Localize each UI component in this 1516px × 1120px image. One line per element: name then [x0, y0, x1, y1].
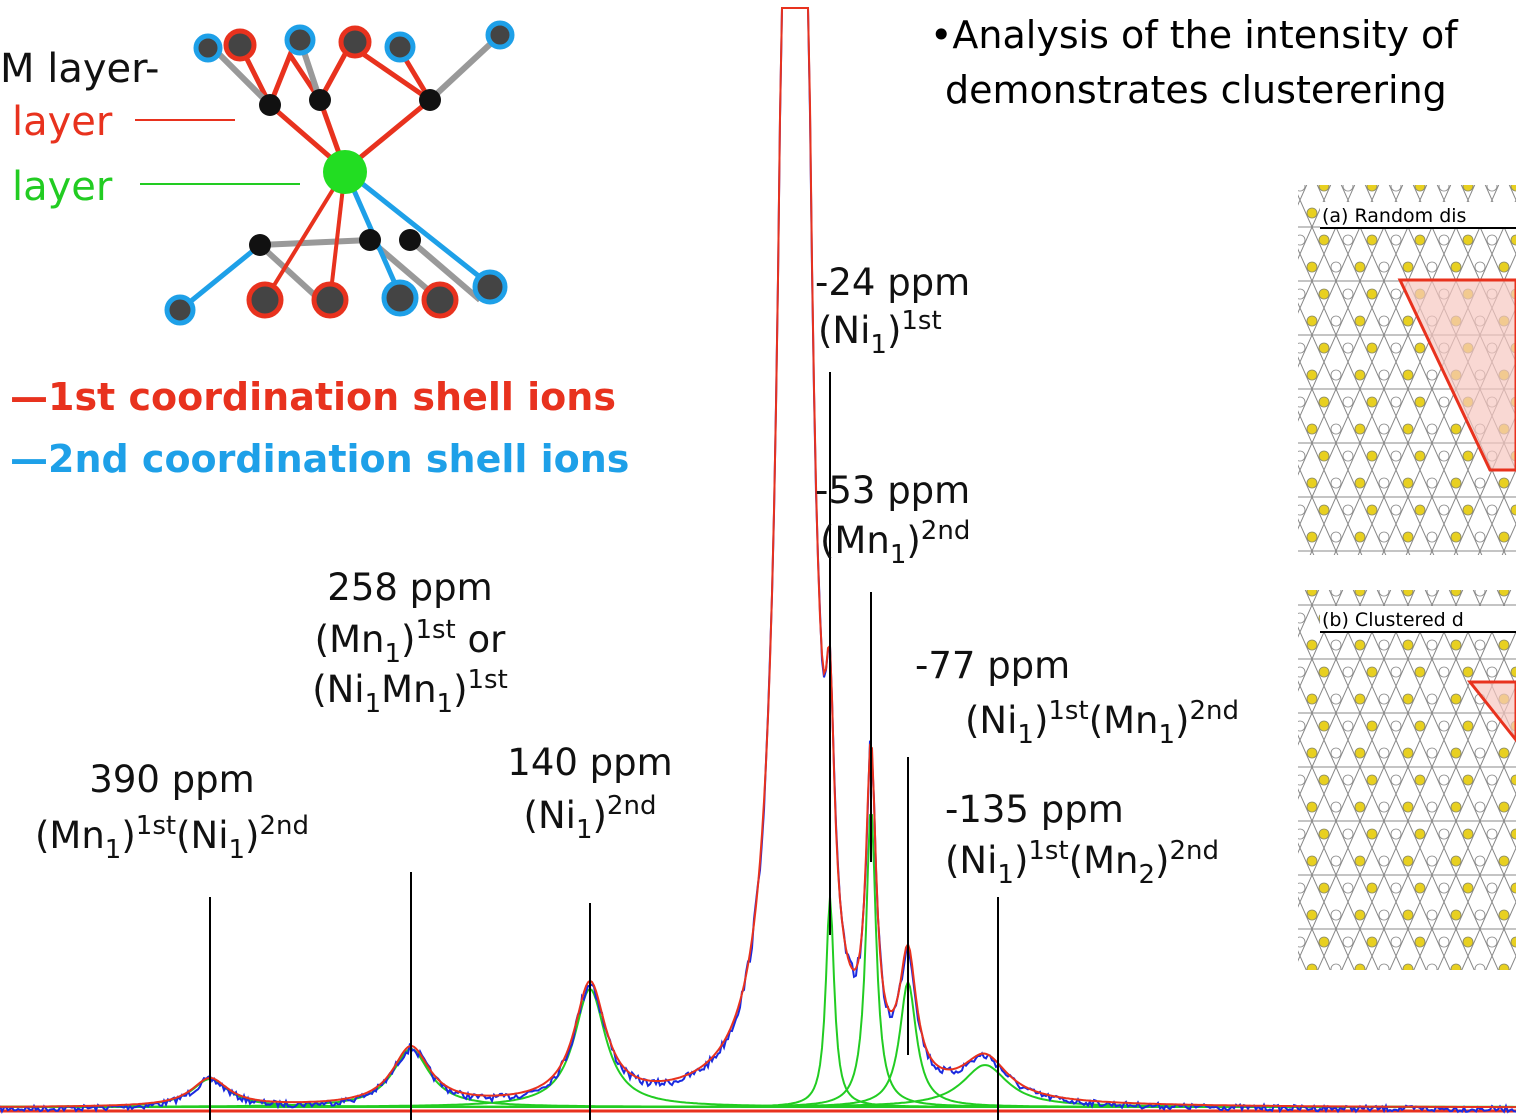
assignment-sup: 1st — [468, 665, 508, 695]
peak-assignment: (Ni1Mn1)1st — [312, 665, 508, 719]
peak-ppm: -24 ppm — [815, 261, 970, 304]
component-curve — [0, 1048, 1516, 1108]
fit-curve — [0, 7, 1516, 1109]
assignment-sup: 2nd — [921, 516, 971, 546]
tm-layer-label: M layer- — [0, 46, 159, 92]
legend-2nd: —2nd coordination shell ions — [10, 437, 629, 481]
assignment-text: ) — [906, 519, 920, 562]
assignment-sub: 1 — [890, 540, 907, 570]
peak-ppm: 258 ppm — [327, 566, 492, 609]
assignment-sub: 1 — [105, 835, 122, 865]
assignment-text: (Mn — [1069, 839, 1139, 882]
inset-title: (b) Clustered d — [1322, 609, 1464, 631]
assignment-text: ) — [1175, 699, 1189, 742]
assignment-sub: 1 — [1159, 720, 1176, 750]
assignment-sup: 2nd — [1169, 836, 1219, 866]
peak-assignment: (Ni1)2nd — [524, 791, 657, 845]
assignment-sup: 2nd — [1189, 696, 1239, 726]
bullet-line: •Analysis of the intensity of — [930, 13, 1459, 57]
assignment-text: (Ni — [945, 839, 997, 882]
peak-ppm: 390 ppm — [89, 758, 254, 801]
assignment-text: ) — [1014, 839, 1028, 882]
assignment-text: (Ni — [818, 309, 870, 352]
peak-ppm: -135 ppm — [945, 788, 1124, 831]
assignment-sub: 1 — [1017, 720, 1034, 750]
assignment-text: (Mn — [35, 814, 105, 857]
assignment-text: (Mn — [820, 519, 890, 562]
red-layer-label: layer — [12, 99, 113, 145]
assignment-sup: 1st — [415, 615, 455, 645]
assignment-text: (Ni — [965, 699, 1017, 742]
assignment-sub: 2 — [1139, 860, 1156, 890]
peak-assignment: (Ni1)1st — [818, 306, 942, 360]
assignment-text: Mn — [381, 668, 436, 711]
spectrum — [0, 7, 1516, 1120]
assignment-sub: 1 — [228, 835, 245, 865]
peak-ppm: -53 ppm — [815, 469, 970, 512]
inset-b — [1298, 590, 1516, 970]
peak-assignment: (Mn1)1st(Ni1)2nd — [35, 811, 309, 865]
assignment-text: (Mn — [315, 618, 385, 661]
assignment-text: (Ni — [176, 814, 228, 857]
assignment-sup: 1st — [1028, 836, 1068, 866]
peak-assignment: (Mn1)2nd — [820, 516, 970, 570]
assignment-sup: 2nd — [259, 811, 309, 841]
peak-ppm: 140 ppm — [507, 741, 672, 784]
assignment-text: ) — [592, 794, 606, 837]
assignment-sub: 1 — [870, 330, 887, 360]
assignment-sup: 1st — [136, 811, 176, 841]
legend-1st: —1st coordination shell ions — [10, 375, 616, 419]
assignment-sup: 2nd — [607, 791, 657, 821]
assignment-sub: 1 — [437, 689, 454, 719]
inset-title: (a) Random dis — [1322, 205, 1466, 227]
assignment-text: ) — [401, 618, 415, 661]
structure-diagram — [135, 20, 515, 326]
component-curve — [0, 1077, 1516, 1108]
assignment-sub: 1 — [384, 639, 401, 669]
measured-curve — [0, 7, 1516, 1114]
assignment-sub: 1 — [576, 815, 593, 845]
assignment-text: ) — [453, 668, 467, 711]
assignment-text: ) — [1155, 839, 1169, 882]
peak-ppm: -77 ppm — [915, 644, 1070, 687]
peak-assignment: (Mn1)1st or — [315, 615, 506, 669]
assignment-sub: 1 — [997, 860, 1014, 890]
assignment-text: (Ni — [524, 794, 576, 837]
assignment-text: ) — [245, 814, 259, 857]
assignment-text: ) — [887, 309, 901, 352]
assignment-text: ) — [1034, 699, 1048, 742]
component-curve — [0, 814, 1516, 1108]
peak-assignment: (Ni1)1st(Mn2)2nd — [945, 836, 1219, 890]
bullet-line: demonstrates clusterering — [945, 68, 1447, 112]
peak-assignment: (Ni1)1st(Mn1)2nd — [965, 696, 1239, 750]
assignment-sub: 1 — [365, 689, 382, 719]
assignment-text: ) — [121, 814, 135, 857]
assignment-text: (Ni — [312, 668, 364, 711]
assignment-sup: 1st — [1048, 696, 1088, 726]
component-curve — [0, 896, 1516, 1108]
assignment-text: or — [456, 618, 506, 661]
component-curve — [0, 1064, 1516, 1108]
assignment-text: (Mn — [1089, 699, 1159, 742]
green-layer-label: layer — [12, 164, 113, 210]
inset-a — [1298, 185, 1516, 555]
assignment-sup: 1st — [901, 306, 941, 336]
